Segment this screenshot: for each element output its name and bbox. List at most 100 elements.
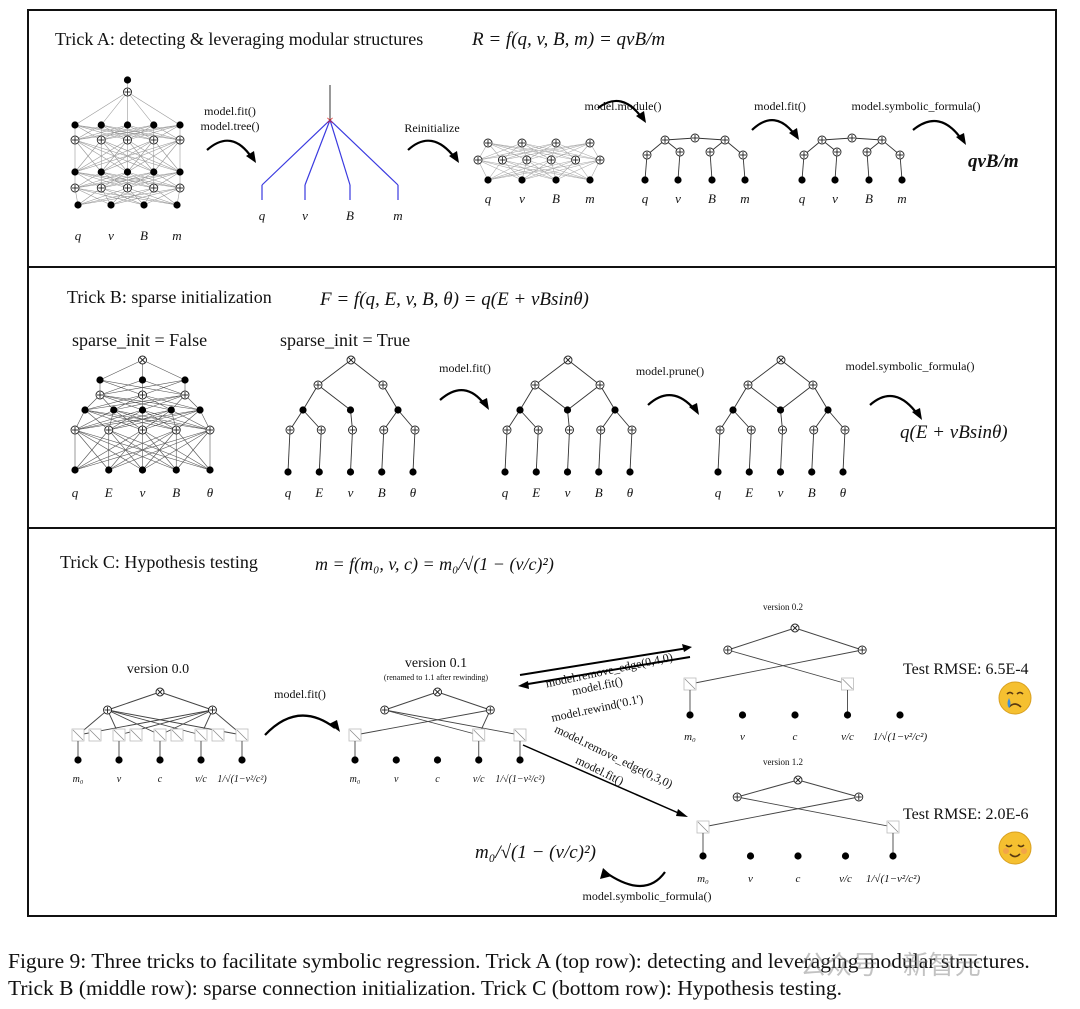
input-label: v [394, 774, 399, 785]
input-node [167, 406, 175, 414]
curved-arrow [264, 714, 336, 736]
input-label: B [708, 191, 716, 206]
network-edge [127, 171, 181, 189]
network-edge [74, 409, 201, 431]
input-node [741, 176, 749, 184]
network-edge [153, 187, 178, 206]
input-label: m₀ [684, 731, 696, 743]
network-edge [153, 171, 181, 189]
input-node [74, 201, 82, 209]
arrow-head [789, 128, 799, 140]
network-edge [521, 159, 601, 181]
input-label: E [314, 485, 323, 500]
network-edge [107, 709, 161, 736]
input-label: 1/√(1−v²/c²) [866, 873, 921, 885]
network-edge [792, 625, 798, 631]
arrow-head [449, 151, 459, 163]
input-node [794, 852, 802, 860]
network-edge [519, 409, 539, 431]
network-edge [77, 187, 102, 206]
network-edge [487, 159, 601, 181]
rmse-label: Test RMSE: 6.5E-4 [903, 661, 1029, 678]
input-label: v [675, 191, 681, 206]
step-label: model.symbolic_formula() [846, 359, 975, 373]
network-edge [329, 119, 399, 186]
input-label: B [346, 208, 354, 223]
input-label: m [585, 191, 594, 206]
network-edge [437, 691, 491, 711]
input-node [641, 176, 649, 184]
network-edge [477, 142, 591, 161]
input-node [140, 201, 148, 209]
network-edge [551, 159, 591, 181]
network-edge [74, 429, 211, 471]
network-edge [142, 394, 172, 411]
network-edge [101, 124, 181, 141]
curved-arrow [647, 394, 696, 411]
input-label: E [531, 485, 540, 500]
input-node [896, 711, 904, 719]
input-label: m [740, 191, 749, 206]
input-node [865, 176, 873, 184]
network-edge [107, 691, 161, 711]
input-node [501, 468, 509, 476]
input-node [71, 168, 79, 176]
network-edge [139, 357, 146, 363]
relieved-face-icon [998, 831, 1032, 865]
network-edge [521, 656, 691, 686]
network-edge [434, 689, 441, 695]
figure: Trick A: detecting & leveraging modular … [27, 9, 1057, 917]
network-edge [689, 649, 863, 685]
network-edge [101, 91, 128, 126]
network-edge [77, 187, 154, 206]
network-edge [99, 394, 201, 411]
network-edge [74, 187, 112, 206]
network-edge [384, 709, 521, 736]
network-edge [727, 627, 796, 651]
panel-b: Trick B: sparse initialization F = f(q, … [67, 287, 1008, 443]
network-edge [349, 729, 361, 741]
network-edge [747, 359, 782, 386]
network-edge [74, 91, 128, 126]
input-label: q [502, 485, 509, 500]
input-node [71, 466, 79, 474]
network-edge [101, 139, 181, 173]
network-edge [487, 159, 552, 181]
panel-c-result: m₀/√(1 − (v/c)²) [475, 842, 596, 863]
curved-arrow [912, 120, 963, 141]
input-node [97, 121, 105, 129]
input-label: v/c [841, 731, 854, 743]
input-node [889, 852, 897, 860]
input-label: v [117, 774, 122, 785]
network-edge [502, 159, 557, 181]
network-edge [154, 729, 166, 741]
input-node [346, 468, 355, 476]
version-label: version 1.2 [763, 757, 803, 767]
curved-arrow [206, 139, 253, 159]
sparse-true-label: sparse_init = True [280, 330, 410, 350]
network-edge [74, 139, 181, 173]
network-edge [176, 429, 211, 471]
step-label: model.fit() [204, 104, 256, 118]
input-node [409, 468, 417, 476]
input-node [105, 466, 113, 474]
network-edge [522, 744, 684, 816]
network-edge [142, 409, 211, 431]
network-edge [89, 729, 101, 741]
input-node [729, 406, 737, 414]
input-node [798, 176, 806, 184]
network-edge [304, 119, 331, 186]
step-label: model.symbolic_formula() [583, 889, 712, 903]
network-edge [157, 689, 163, 695]
network-edge [142, 359, 186, 381]
network-edge [236, 729, 248, 741]
network-edge [477, 142, 557, 161]
input-node [686, 711, 694, 719]
network-edge [851, 137, 883, 141]
input-label: v [519, 191, 525, 206]
input-label: 1/√(1−v²/c²) [217, 774, 267, 785]
network-edge [487, 142, 601, 161]
input-label: v [740, 731, 745, 743]
network-edge [811, 429, 815, 473]
step-label: Reinitialize [404, 121, 459, 135]
